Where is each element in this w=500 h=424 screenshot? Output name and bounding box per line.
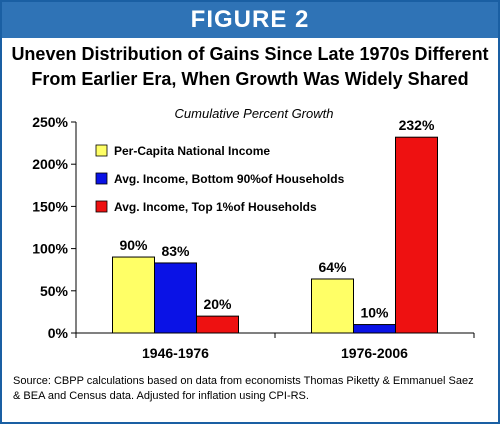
- y-tick-label: 50%: [40, 283, 69, 299]
- y-tick-label: 150%: [32, 198, 68, 214]
- bar-data-label: 83%: [161, 243, 190, 259]
- legend-label: Avg. Income, Top 1%of Households: [114, 200, 317, 214]
- bar-chart: Cumulative Percent Growth 0% 50% 100% 150% 2…: [32, 106, 475, 361]
- legend-swatch: [95, 200, 108, 213]
- bar: [154, 262, 197, 334]
- legend-label: Per-Capita National Income: [114, 144, 270, 158]
- chart-legend: Per-Capita National Income Avg. Income, B…: [95, 144, 345, 214]
- chart-data-labels: 90% 83% 20% 64% 10% 232%: [119, 117, 434, 320]
- bar-data-label: 90%: [119, 237, 148, 253]
- bar-data-label: 20%: [203, 296, 232, 312]
- y-tick-label: 200%: [32, 156, 68, 172]
- bar: [112, 256, 155, 334]
- legend-swatch: [95, 172, 108, 185]
- y-tick-label: 100%: [32, 241, 68, 257]
- y-tick-label: 0%: [48, 325, 69, 341]
- figure-label: FIGURE 2: [2, 2, 498, 38]
- chart-subtitle: Cumulative Percent Growth: [175, 106, 334, 121]
- bar: [395, 136, 438, 334]
- legend-swatch: [95, 144, 108, 157]
- chart-title-line-2: From Earlier Era, When Growth Was Widely…: [31, 69, 469, 89]
- bar: [353, 324, 396, 334]
- bar: [196, 315, 239, 334]
- legend-label: Avg. Income, Bottom 90%of Households: [114, 172, 345, 186]
- x-tick-label: 1946-1976: [142, 345, 209, 361]
- source-note: Source: CBPP calculations based on data …: [13, 375, 474, 402]
- chart-title: Uneven Distribution of Gains Since Late …: [10, 42, 490, 92]
- y-tick-label: 250%: [32, 114, 68, 130]
- bar-data-label: 10%: [360, 305, 389, 321]
- chart-x-tick-labels: 1946-1976 1976-2006: [142, 345, 408, 361]
- chart-title-line-1: Uneven Distribution of Gains Since Late …: [11, 44, 489, 64]
- bar-data-label: 232%: [399, 117, 435, 133]
- bar-data-label: 64%: [318, 259, 347, 275]
- bar: [311, 278, 354, 334]
- x-tick-label: 1976-2006: [341, 345, 408, 361]
- chart-bars: [112, 136, 438, 334]
